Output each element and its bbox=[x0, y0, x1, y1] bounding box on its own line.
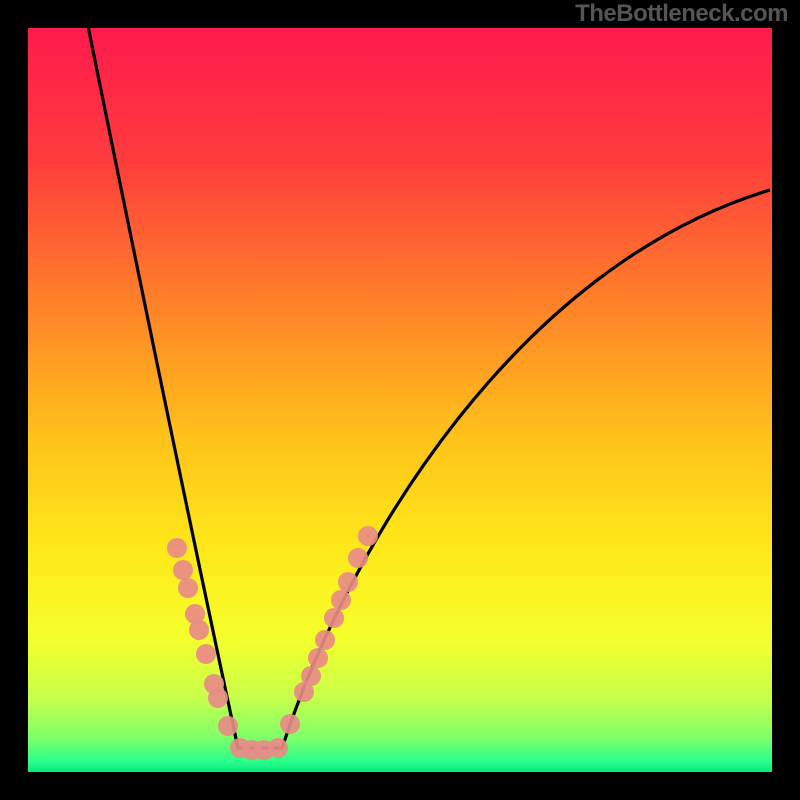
curve-marker bbox=[331, 590, 351, 610]
curve-marker bbox=[315, 630, 335, 650]
curve-marker bbox=[208, 688, 228, 708]
curve-marker bbox=[173, 560, 193, 580]
curve-marker bbox=[358, 526, 378, 546]
curve-marker bbox=[167, 538, 187, 558]
curve-marker bbox=[338, 572, 358, 592]
curve-marker bbox=[308, 648, 328, 668]
curve-marker bbox=[196, 644, 216, 664]
chart-container: TheBottleneck.com bbox=[0, 0, 800, 800]
curve-marker bbox=[324, 608, 344, 628]
curve-marker bbox=[178, 578, 198, 598]
watermark-text: TheBottleneck.com bbox=[575, 0, 788, 28]
curve-marker bbox=[301, 666, 321, 686]
curve-marker bbox=[189, 620, 209, 640]
curve-marker bbox=[268, 738, 288, 758]
bottleneck-chart bbox=[0, 0, 800, 800]
plot-background bbox=[28, 28, 772, 772]
curve-marker bbox=[348, 548, 368, 568]
curve-marker bbox=[280, 714, 300, 734]
curve-marker bbox=[218, 716, 238, 736]
